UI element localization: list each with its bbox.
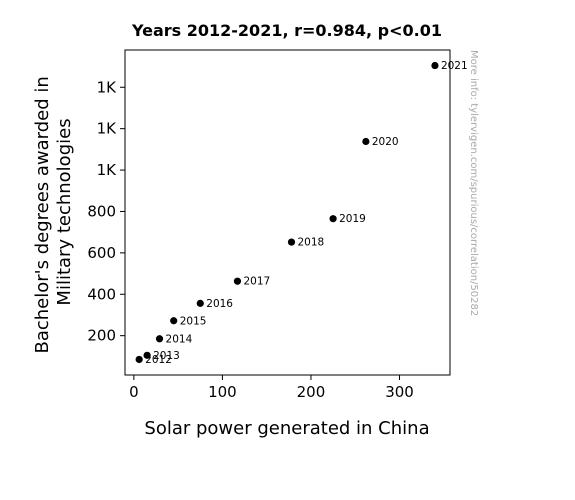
y-tick-label-0: 200 [87, 327, 116, 345]
y-tick-label-4: 1K [97, 161, 118, 179]
x-tick-label-2: 200 [297, 383, 326, 401]
data-point-2014 [155, 335, 164, 343]
data-point-2017 [233, 277, 242, 285]
y-tick-label-5: 1K [97, 120, 118, 138]
data-point-2019 [329, 215, 337, 223]
data-label-2012: 2012 [145, 354, 172, 366]
data-label-2020: 2020 [372, 136, 399, 148]
y-tick-label-6: 1K [97, 78, 118, 96]
y-axis-label-line-2: Military technologies [54, 118, 75, 305]
y-tick-label-1: 400 [87, 285, 116, 303]
data-label-2013: 2013 [153, 350, 180, 362]
y-tick-label-3: 800 [87, 202, 116, 220]
chart-title: Years 2012-2021, r=0.984, p<0.01 [131, 21, 442, 40]
data-label-2016: 2016 [206, 298, 233, 310]
x-tick-label-3: 300 [385, 383, 414, 401]
y-axis-label-line-1: Bachelor's degrees awarded in [32, 76, 53, 353]
data-label-2017: 2017 [243, 276, 270, 288]
data-point-2018 [287, 238, 296, 246]
data-point-2021 [431, 61, 439, 70]
x-tick-label-1: 100 [208, 383, 237, 401]
data-point-2013 [143, 351, 151, 359]
data-label-2014: 2014 [166, 333, 193, 345]
plot-frame [124, 49, 451, 376]
x-axis-label: Solar power generated in China [144, 418, 429, 439]
x-tick-label-0: 0 [129, 383, 139, 401]
x-axis: 0 100 200 300 [129, 375, 414, 401]
data-label-2015: 2015 [180, 315, 207, 327]
watermark: More info: tylervigen.com/spurious/corre… [468, 50, 479, 316]
y-tick-label-2: 600 [87, 244, 116, 262]
data-point-2015 [170, 317, 178, 325]
data-label-2019: 2019 [339, 213, 366, 225]
y-axis-label: Bachelor's degrees awarded in Military t… [32, 70, 75, 353]
data-point-2012 [135, 355, 143, 364]
y-axis: 200 400 600 800 1K 1K 1K [87, 78, 125, 345]
data-label-2021: 2021 [441, 60, 468, 72]
data-point-2016 [196, 299, 204, 307]
data-label-2018: 2018 [297, 237, 324, 249]
data-point-2020 [362, 137, 370, 146]
